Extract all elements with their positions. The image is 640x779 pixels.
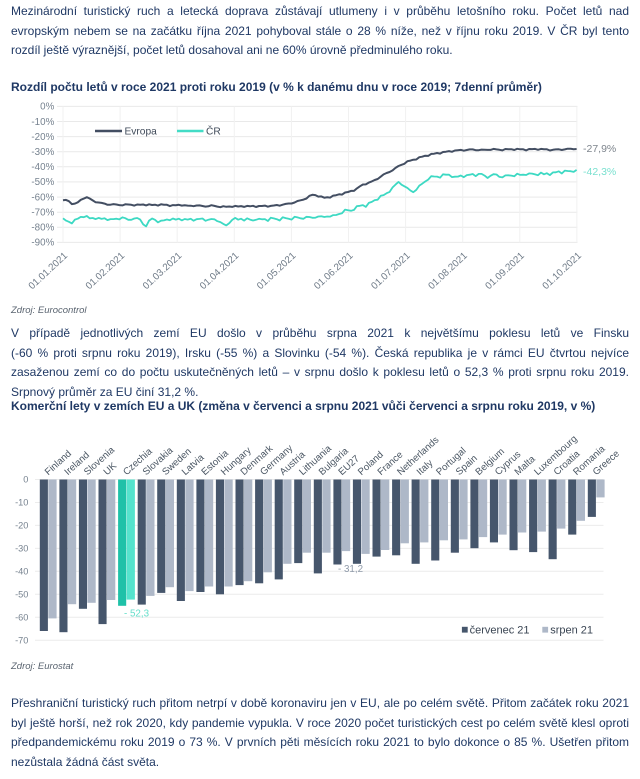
svg-text:Evropa: Evropa [125,127,158,138]
svg-text:01.06.2021: 01.06.2021 [312,250,355,291]
svg-text:- 52,3: - 52,3 [124,609,150,620]
svg-text:-30: -30 [15,544,28,554]
svg-text:-27,9%: -27,9% [583,143,616,155]
svg-text:-60%: -60% [31,192,54,203]
svg-text:-20%: -20% [31,132,54,143]
svg-text:-90%: -90% [31,238,54,249]
svg-text:01.03.2021: 01.03.2021 [141,250,184,291]
svg-text:- 31,2: - 31,2 [338,564,363,575]
svg-text:0%: 0% [40,102,54,113]
svg-text:01.04.2021: 01.04.2021 [198,250,241,291]
svg-text:01.09.2021: 01.09.2021 [483,250,526,291]
svg-text:-10: -10 [15,498,28,508]
svg-text:-42,3%: -42,3% [583,166,616,178]
svg-text:01.01.2021: 01.01.2021 [27,250,70,291]
svg-text:-70%: -70% [31,208,54,219]
svg-text:-50%: -50% [31,177,54,188]
svg-text:-50: -50 [15,590,28,600]
svg-text:-60: -60 [15,613,28,623]
svg-text:červenec 21: červenec 21 [470,625,530,637]
svg-text:-30%: -30% [31,147,54,158]
svg-text:01.02.2021: 01.02.2021 [84,250,127,291]
svg-text:-20: -20 [15,521,28,531]
svg-text:-70: -70 [15,635,28,645]
svg-text:-80%: -80% [31,223,54,234]
svg-text:01.05.2021: 01.05.2021 [255,250,298,291]
svg-text:01.08.2021: 01.08.2021 [426,250,469,291]
svg-text:srpen 21: srpen 21 [550,625,593,637]
svg-text:0: 0 [23,475,28,485]
svg-text:ČR: ČR [206,125,221,138]
svg-text:-40%: -40% [31,162,54,173]
svg-text:01.10.2021: 01.10.2021 [541,250,584,291]
svg-text:-10%: -10% [31,117,54,128]
svg-text:01.07.2021: 01.07.2021 [369,250,412,291]
svg-text:-40: -40 [15,567,28,577]
